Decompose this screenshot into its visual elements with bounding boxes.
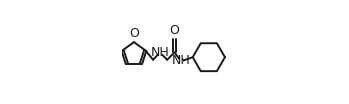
Text: NH: NH [172,54,191,67]
Text: O: O [129,27,139,40]
Text: O: O [170,24,179,37]
Text: NH: NH [150,46,169,59]
